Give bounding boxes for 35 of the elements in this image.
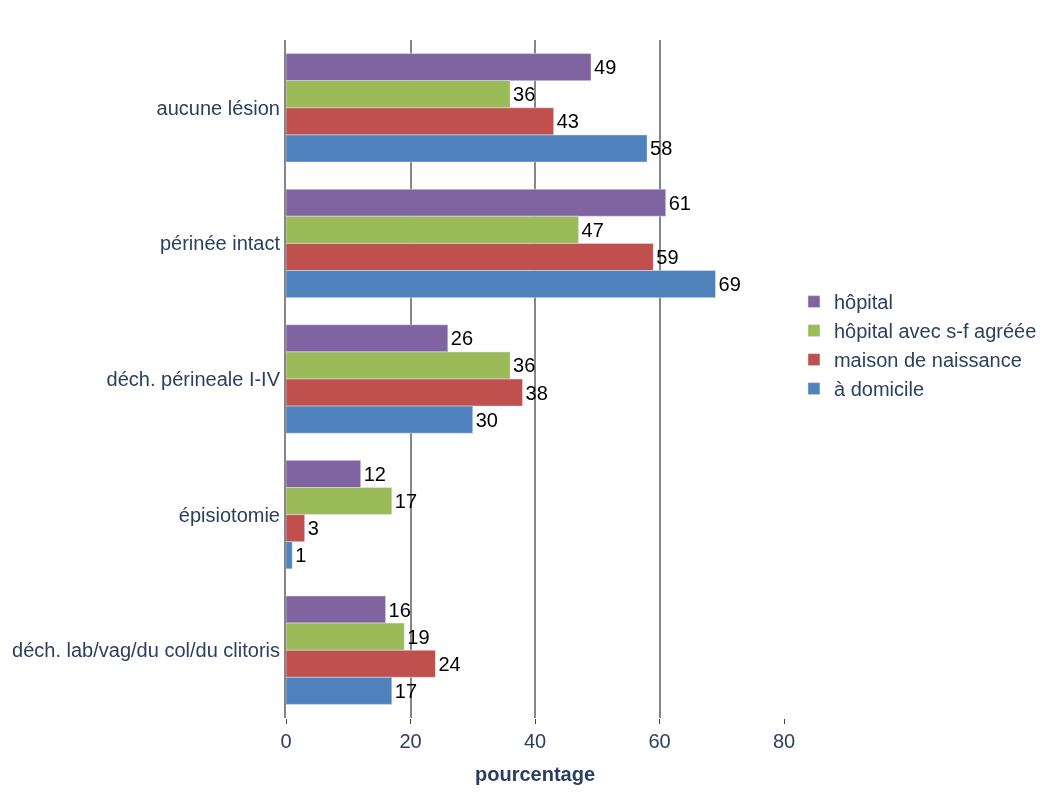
data-label: 47 — [581, 218, 604, 241]
data-label: 69 — [718, 273, 741, 296]
y-tick-label: épisiotomie — [178, 503, 280, 526]
x-tick-label: 20 — [399, 730, 422, 752]
legend-label: maison de naissance — [833, 349, 1022, 372]
y-tick-label: déch. lab/vag/du col/du clitoris — [12, 639, 280, 662]
y-tick-label: aucune lésion — [156, 96, 280, 119]
legend-label: à domicile — [833, 378, 925, 401]
data-label: 17 — [394, 679, 418, 702]
x-tick-label: 40 — [523, 730, 547, 752]
x-tick-label: 60 — [648, 730, 671, 752]
data-label: 58 — [650, 137, 673, 160]
x-axis-title: pourcentage — [474, 762, 596, 785]
data-label: 17 — [394, 490, 418, 513]
data-label: 12 — [363, 462, 386, 485]
data-label: 24 — [438, 652, 461, 675]
data-label: 16 — [388, 598, 411, 621]
data-label: 38 — [525, 381, 548, 404]
data-label: 36 — [513, 83, 536, 106]
y-tick-label: périnée intact — [159, 232, 281, 255]
data-label: 19 — [407, 625, 430, 648]
x-tick-label: 80 — [772, 730, 796, 752]
data-label: 30 — [475, 408, 498, 431]
data-label: 61 — [668, 191, 691, 214]
legend-label: hôpital avec s-f agréée — [833, 320, 1037, 343]
data-label: 43 — [556, 110, 579, 133]
data-label: 59 — [656, 245, 679, 268]
data-label: 26 — [450, 327, 474, 350]
x-tick-label: 0 — [280, 730, 292, 752]
data-label: 3 — [307, 517, 319, 540]
data-label: 49 — [594, 56, 617, 79]
data-label: 36 — [513, 354, 536, 377]
legend-label: hôpital — [833, 291, 893, 314]
y-tick-label: déch. périneale I-IV — [106, 368, 281, 390]
data-label: 1 — [295, 544, 307, 567]
